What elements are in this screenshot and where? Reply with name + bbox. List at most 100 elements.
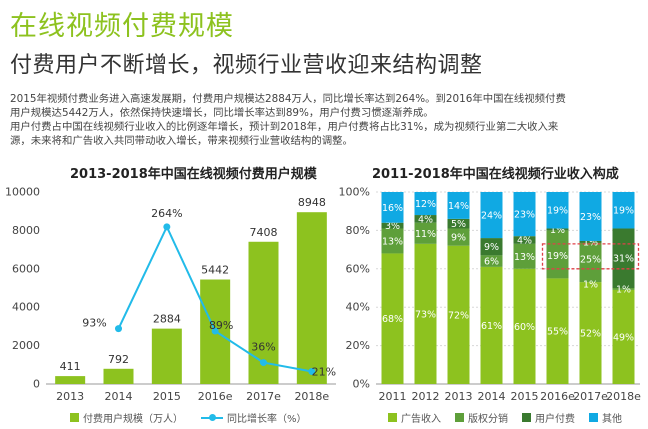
growth-point bbox=[115, 325, 122, 333]
segment-value-label: 1% bbox=[616, 284, 631, 295]
x-tick-label: 2016e bbox=[198, 390, 233, 403]
left-legend: 付费用户规模（万人） 同比增长率（%） bbox=[70, 410, 307, 425]
segment-value-label: 9% bbox=[451, 233, 466, 244]
y-tick-label: 2000 bbox=[12, 339, 40, 352]
segment-value-label: 60% bbox=[514, 322, 535, 333]
y-tick-label: 8000 bbox=[12, 224, 40, 237]
bar-paid-users bbox=[55, 376, 86, 384]
bar-paid-users bbox=[103, 368, 134, 384]
segment-other bbox=[447, 192, 470, 219]
growth-value-label: 36% bbox=[251, 341, 275, 354]
x-tick-label: 2016e bbox=[540, 390, 575, 403]
segment-user bbox=[447, 218, 470, 229]
segment-other bbox=[381, 192, 404, 223]
x-tick-label: 2011 bbox=[379, 390, 407, 403]
segment-value-label: 1% bbox=[550, 225, 565, 236]
page-title: 在线视频付费规模 bbox=[10, 11, 234, 42]
segment-value-label: 23% bbox=[580, 212, 601, 223]
segment-value-label: 23% bbox=[514, 210, 535, 221]
right-legend: 广告收入 版权分销 用户付费 其他 bbox=[388, 410, 622, 425]
segment-copyright bbox=[546, 230, 569, 279]
segment-ad bbox=[612, 289, 635, 384]
segment-user bbox=[513, 236, 536, 244]
paragraph-line: 用户付费占中国在线视频行业收入的比例逐年增长，预计到2018年，用户付费将占比3… bbox=[10, 121, 559, 133]
bar-value-label: 792 bbox=[108, 353, 129, 366]
bar-value-label: 8948 bbox=[298, 196, 326, 209]
segment-value-label: 3% bbox=[385, 221, 400, 232]
y-tick-label: 0 bbox=[33, 378, 40, 391]
legend-label-user: 用户付费 bbox=[535, 414, 575, 425]
bar-value-label: 7408 bbox=[250, 226, 278, 239]
x-tick-label: 2017e bbox=[246, 390, 281, 403]
x-tick-label: 2014 bbox=[105, 390, 133, 403]
segment-ad bbox=[414, 243, 437, 384]
segment-user bbox=[480, 238, 503, 256]
segment-value-label: 31% bbox=[613, 254, 634, 265]
segment-value-label: 11% bbox=[415, 229, 436, 240]
segment-ad bbox=[381, 253, 404, 384]
bar-paid-users bbox=[151, 328, 182, 384]
legend-swatch-other bbox=[589, 413, 598, 422]
y-tick-label: 40% bbox=[346, 301, 370, 314]
segment-value-label: 13% bbox=[514, 252, 535, 263]
segment-copyright bbox=[579, 242, 602, 283]
segment-ad bbox=[513, 268, 536, 384]
segment-copyright bbox=[513, 243, 536, 269]
legend-label-users: 付费用户规模（万人） bbox=[83, 414, 183, 425]
segment-value-label: 55% bbox=[547, 327, 568, 338]
forecast-highlight-box bbox=[541, 243, 640, 270]
segment-ad bbox=[447, 245, 470, 384]
x-tick-label: 2018e bbox=[606, 390, 641, 403]
segment-value-label: 13% bbox=[382, 236, 403, 247]
growth-point bbox=[211, 327, 219, 335]
legend-swatch-users bbox=[70, 413, 79, 422]
segment-value-label: 16% bbox=[382, 203, 403, 214]
growth-value-label: 264% bbox=[151, 207, 182, 220]
page-subtitle: 付费用户不断增长，视频行业营收迎来结构调整 bbox=[10, 53, 483, 78]
y-tick-label: 0% bbox=[353, 378, 370, 391]
x-tick-label: 2018e bbox=[294, 390, 329, 403]
y-tick-label: 6000 bbox=[12, 262, 40, 275]
x-tick-label: 2013 bbox=[445, 390, 473, 403]
bar-value-label: 5442 bbox=[201, 264, 229, 277]
segment-copyright bbox=[612, 288, 635, 290]
right-chart-title: 2011-2018年中国在线视频行业收入构成 bbox=[372, 167, 619, 182]
segment-value-label: 73% bbox=[415, 309, 436, 320]
segment-value-label: 19% bbox=[547, 206, 568, 217]
segment-value-label: 1% bbox=[583, 237, 598, 248]
segment-value-label: 52% bbox=[580, 329, 601, 340]
segment-user bbox=[381, 222, 404, 229]
segment-value-label: 1% bbox=[583, 280, 598, 291]
y-tick-label: 80% bbox=[346, 224, 370, 237]
segment-value-label: 68% bbox=[382, 314, 403, 325]
bar-value-label: 2884 bbox=[153, 313, 181, 326]
segment-user bbox=[414, 215, 437, 223]
segment-value-label: 25% bbox=[580, 255, 601, 266]
segment-copyright bbox=[414, 222, 437, 244]
legend-swatch-user bbox=[522, 413, 531, 422]
legend-label-growth: 同比增长率（%） bbox=[227, 414, 307, 425]
growth-value-label: 93% bbox=[82, 317, 106, 330]
segment-user bbox=[546, 228, 569, 231]
segment-other bbox=[579, 192, 602, 241]
y-tick-label: 4000 bbox=[12, 301, 40, 314]
segment-value-label: 5% bbox=[451, 219, 466, 230]
legend-swatch-copyright bbox=[455, 413, 464, 422]
x-tick-label: 2015 bbox=[153, 390, 181, 403]
segment-other bbox=[513, 192, 536, 237]
legend-swatch-ad bbox=[388, 413, 397, 422]
segment-value-label: 4% bbox=[517, 236, 532, 247]
segment-value-label: 61% bbox=[481, 321, 502, 332]
left-chart-title: 2013-2018年中国在线视频付费用户规模 bbox=[70, 167, 317, 182]
legend-label-ad: 广告收入 bbox=[401, 414, 441, 425]
paragraph-line: 源，未来将和广告收入共同带动收入增长，带来视频行业营收结构的调整。 bbox=[10, 135, 353, 147]
segment-value-label: 14% bbox=[448, 201, 469, 212]
segment-value-label: 6% bbox=[484, 257, 499, 268]
segment-user bbox=[579, 240, 602, 243]
segment-value-label: 9% bbox=[484, 242, 499, 253]
segment-value-label: 49% bbox=[613, 332, 634, 343]
segment-value-label: 4% bbox=[418, 214, 433, 225]
growth-point bbox=[163, 223, 171, 231]
bar-paid-users bbox=[296, 212, 327, 384]
